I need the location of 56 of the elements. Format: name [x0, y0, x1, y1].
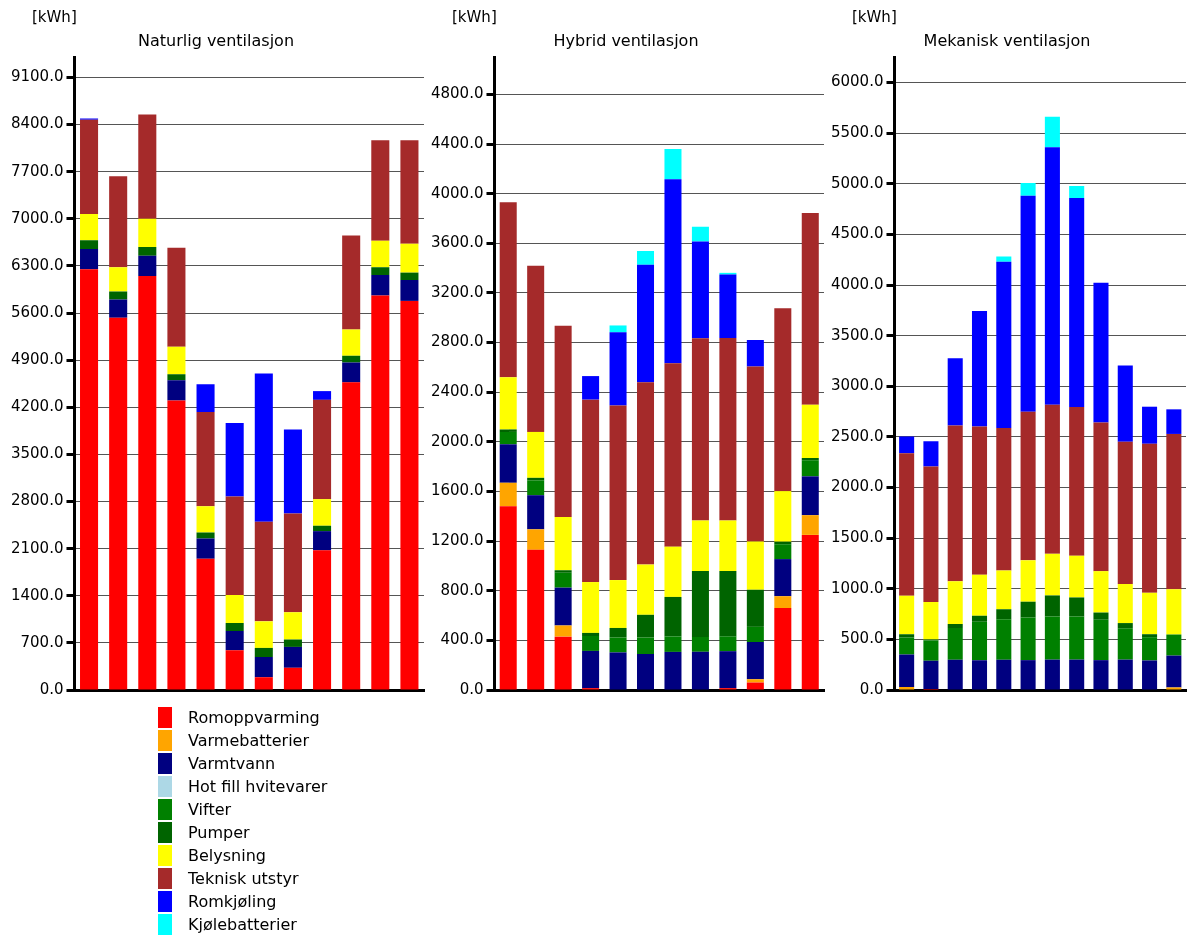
y-tick-label: 4000.0 [830, 274, 884, 293]
y-tick-label: 4000.0 [430, 183, 484, 202]
y-tick-label: 7000.0 [10, 208, 64, 227]
chart-title: Mekanisk ventilasjon [923, 30, 1091, 50]
y-tick-label: 2100.0 [10, 538, 64, 557]
y-tick-label: 700.0 [20, 632, 64, 651]
chart-title: Naturlig ventilasjon [137, 30, 295, 50]
legend-label: Vifter [188, 800, 232, 819]
y-tick-label: 2000.0 [830, 477, 884, 496]
y-tick-label: 3600.0 [430, 233, 484, 252]
y-tick-label: 500.0 [840, 629, 884, 648]
y-tick-label: 2800.0 [10, 491, 64, 510]
y-tick-label: 3200.0 [430, 282, 484, 301]
y-tick-label: 800.0 [440, 580, 484, 599]
y-tick-label: 9100.0 [10, 67, 64, 86]
y-tick-label: 2000.0 [430, 431, 484, 450]
legend-label: Kjølebatterier [188, 915, 297, 934]
chart-title: Hybrid ventilasjon [553, 30, 699, 50]
legend-label: Teknisk utstyr [188, 869, 299, 888]
y-tick-label: 1200.0 [430, 531, 484, 549]
y-tick-label: 2500.0 [830, 426, 884, 445]
legend-label: Varmebatterier [188, 731, 310, 750]
legend-label: Varmtvann [188, 754, 276, 773]
y-axis-title: [kWh] [31, 8, 78, 28]
y-tick-label: 5000.0 [830, 173, 884, 192]
legend-label: Romoppvarming [188, 708, 320, 727]
y-tick-label: 0.0 [39, 679, 64, 698]
y-axis-title: [kWh] [451, 8, 498, 28]
y-tick-label: 1500.0 [830, 528, 884, 547]
y-tick-label: 5500.0 [830, 123, 884, 142]
y-tick-label: 4200.0 [10, 397, 64, 416]
y-tick-label: 1000.0 [830, 578, 884, 597]
y-tick-label: 1400.0 [10, 585, 64, 604]
legend-label: Romkjøling [188, 892, 277, 911]
y-tick-label: 3000.0 [830, 376, 884, 395]
y-tick-label: 400.0 [440, 630, 484, 649]
y-tick-label: 0.0 [459, 679, 484, 698]
y-tick-label: 2400.0 [430, 382, 484, 401]
y-tick-label: 7700.0 [10, 161, 64, 180]
legend-label: Belysning [188, 846, 266, 865]
y-axis-title: [kWh] [851, 8, 898, 28]
y-tick-label: 6000.0 [830, 72, 884, 91]
y-tick-label: 4900.0 [10, 350, 64, 369]
y-tick-label: 4500.0 [830, 224, 884, 243]
y-tick-label: 1600.0 [430, 481, 484, 500]
y-tick-label: 0.0 [859, 679, 884, 698]
y-tick-label: 8400.0 [10, 114, 64, 133]
legend-label: Pumper [188, 823, 250, 842]
y-tick-label: 4400.0 [430, 133, 484, 152]
y-tick-label: 5600.0 [10, 302, 64, 321]
y-tick-label: 6300.0 [10, 255, 64, 274]
y-tick-label: 3500.0 [830, 325, 884, 344]
y-tick-label: 3500.0 [10, 444, 64, 463]
y-tick-label: 4800.0 [430, 84, 484, 103]
legend-label: Hot fill hvitevarer [188, 777, 328, 796]
y-tick-label: 2800.0 [430, 332, 484, 351]
